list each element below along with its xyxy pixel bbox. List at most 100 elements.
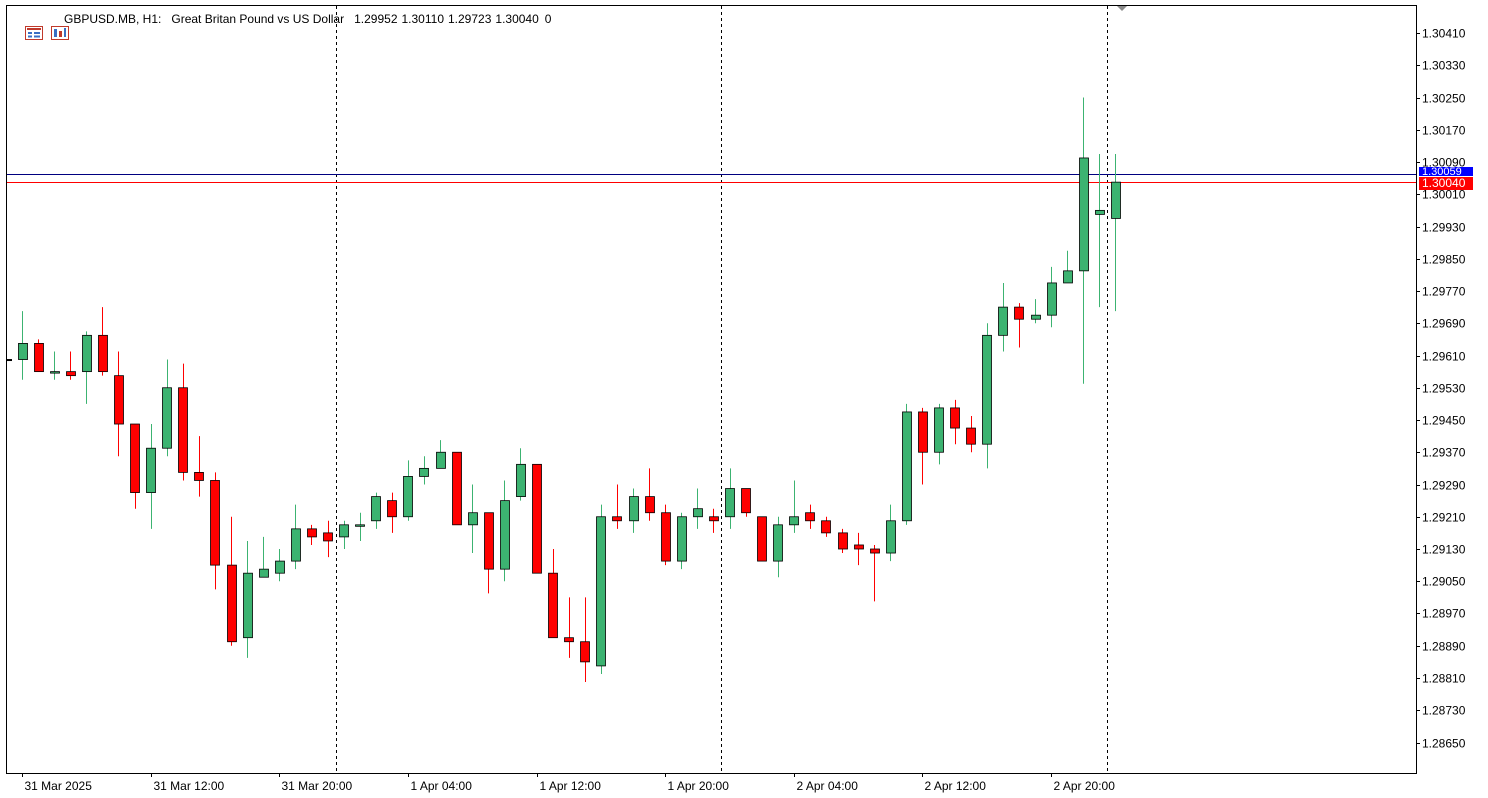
bid-price-label: 1.30040 [1422,176,1466,190]
y-tick-label: 1.28650 [1422,737,1466,751]
y-tick-label: 1.28810 [1422,672,1466,686]
candle-body[interactable] [564,637,574,643]
candle-body[interactable] [661,512,671,562]
candle-body[interactable] [291,528,301,562]
y-tick-label: 1.28890 [1422,640,1466,654]
candle-body[interactable] [612,516,622,522]
candle-body[interactable] [1031,314,1041,320]
symbol-label: GBPUSD.MB, H1: [64,12,162,26]
candle-body[interactable] [950,407,960,429]
candle-body[interactable] [854,544,864,550]
ohlc-close: 1.30040 [495,12,539,26]
candle-body[interactable] [500,500,510,570]
candle-body[interactable] [838,532,848,550]
candle-body[interactable] [66,371,76,377]
candle-body[interactable] [1095,209,1105,215]
candle-body[interactable] [966,427,976,445]
y-tick-label: 1.29610 [1422,350,1466,364]
y-tick-label: 1.30410 [1422,27,1466,41]
x-tick-label: 2 Apr 12:00 [925,779,987,793]
candle-body[interactable] [805,512,815,522]
candle-body[interactable] [307,528,317,538]
candle-body[interactable] [243,572,253,639]
candle-body[interactable] [998,306,1008,336]
candle-body[interactable] [419,467,429,477]
x-tick-label: 31 Mar 2025 [25,779,93,793]
chart-header: GBPUSD.MB, H1: Great Britan Pound vs US … [12,10,561,40]
candle-body[interactable] [162,387,172,449]
chart-shift-icon[interactable] [1117,6,1127,11]
candle-body[interactable] [645,496,655,514]
candle-body[interactable] [677,516,687,562]
candle-body[interactable] [387,500,397,518]
ohlc-open: 1.29952 [354,12,398,26]
candle-body[interactable] [355,524,365,527]
candle-body[interactable] [178,387,188,473]
x-tick-label: 2 Apr 20:00 [1054,779,1116,793]
candle-body[interactable] [548,572,558,639]
candle-body[interactable] [1014,306,1024,320]
candle-body[interactable] [323,532,333,542]
one-click-trading-icon[interactable] [38,12,70,40]
x-tick-label: 1 Apr 04:00 [411,779,473,793]
candle-body[interactable] [773,524,783,562]
candle-body[interactable] [821,520,831,534]
candle-body[interactable] [580,641,590,663]
candle-body[interactable] [1111,181,1121,219]
candle-body[interactable] [934,407,944,453]
candle-body[interactable] [371,496,381,522]
x-tick-label: 2 Apr 04:00 [797,779,859,793]
candle-body[interactable] [18,343,28,360]
candle-body[interactable] [275,560,285,574]
candle-body[interactable] [757,516,767,562]
y-tick-label: 1.29130 [1422,543,1466,557]
candle-body[interactable] [82,334,92,373]
candle-body[interactable] [98,334,108,373]
candle-body[interactable] [902,411,912,522]
y-tick-label: 1.29450 [1422,414,1466,428]
candle-body[interactable] [709,516,719,522]
y-tick-label: 1.29050 [1422,575,1466,589]
y-tick-label: 1.29370 [1422,446,1466,460]
candle-body[interactable] [1047,282,1057,316]
x-tick-label: 1 Apr 12:00 [540,779,602,793]
y-tick-label: 1.30330 [1422,59,1466,73]
candle-body[interactable] [693,508,703,518]
candle-body[interactable] [982,334,992,445]
candle-body[interactable] [870,548,880,554]
y-tick-label: 1.28970 [1422,607,1466,621]
ohlc-low: 1.29723 [448,12,492,26]
y-tick-label: 1.30010 [1422,188,1466,202]
candle-body[interactable] [130,423,140,493]
y-tick-label: 1.29770 [1422,285,1466,299]
candle-body[interactable] [227,564,237,643]
candle-body[interactable] [484,512,494,570]
candle-body[interactable] [146,447,156,493]
candle-body[interactable] [1079,157,1089,272]
bid-price-label-bg [1419,177,1473,190]
candle-body[interactable] [452,451,462,526]
candle-body[interactable] [789,516,799,526]
candle-body[interactable] [741,488,751,514]
candle-body[interactable] [339,524,349,538]
candle-body[interactable] [194,472,204,481]
candle-body[interactable] [629,496,639,522]
candle-body[interactable] [725,488,735,518]
candle-body[interactable] [34,343,44,373]
candle-body[interactable] [886,520,896,554]
candle-body[interactable] [403,476,413,518]
candle-body[interactable] [516,463,526,497]
candle-body[interactable] [259,568,269,578]
candle-body[interactable] [532,463,542,574]
candle-body[interactable] [1063,270,1073,284]
candle-body[interactable] [596,516,606,667]
candle-body[interactable] [210,480,220,566]
candle-body[interactable] [436,451,446,469]
candle-body[interactable] [468,512,478,526]
candle-body[interactable] [50,371,60,374]
candle-body[interactable] [114,375,124,425]
menu-icon[interactable] [12,12,44,40]
candle-body[interactable] [918,411,928,453]
